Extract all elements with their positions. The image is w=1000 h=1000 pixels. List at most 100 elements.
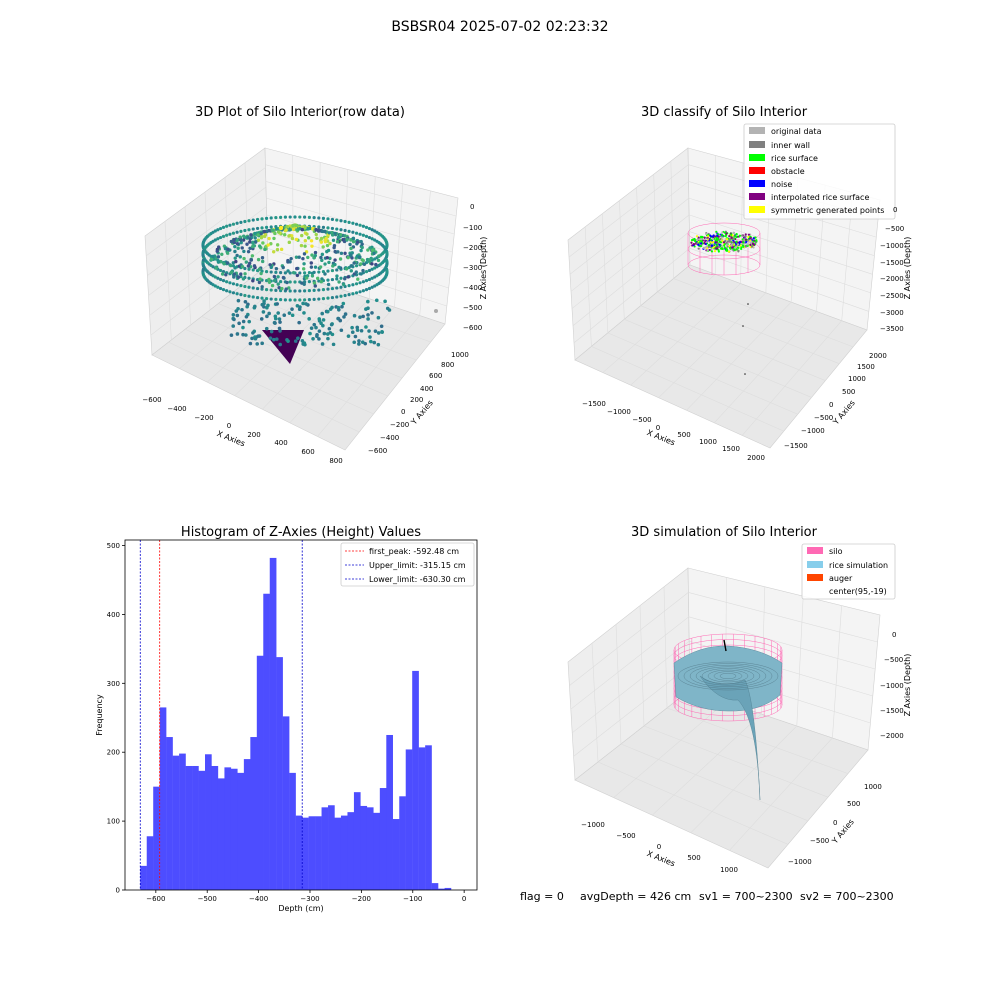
histogram-bar — [179, 753, 186, 890]
raw-point — [225, 233, 229, 237]
raw-point — [331, 342, 336, 347]
raw-point — [372, 340, 377, 345]
raw-point — [307, 298, 311, 302]
raw-point — [250, 244, 255, 249]
raw-point — [283, 233, 287, 237]
raw-point — [326, 278, 330, 282]
raw-point — [354, 222, 359, 226]
raw-point — [257, 280, 262, 285]
classify-point — [749, 236, 752, 240]
raw-point — [242, 234, 246, 238]
raw-point — [243, 284, 247, 289]
classify-point — [736, 243, 740, 246]
raw-point — [312, 322, 317, 327]
raw-point — [255, 277, 260, 282]
histogram-bar — [328, 805, 335, 890]
raw-point — [315, 334, 319, 339]
classify-point — [732, 231, 735, 235]
raw-point — [241, 325, 245, 330]
raw-point — [271, 228, 275, 232]
raw-point — [376, 315, 381, 320]
raw-point — [272, 236, 276, 241]
raw-point — [317, 225, 321, 229]
histogram-legend-box — [340, 542, 475, 587]
legend-label: symmetric generated points — [771, 206, 884, 215]
raw-point — [248, 240, 252, 244]
rice-surface-gridlines — [677, 661, 779, 691]
raw-point — [245, 304, 249, 309]
rice-surface-top — [673, 645, 783, 712]
raw-ztick: −600 — [463, 324, 482, 332]
raw-point — [364, 225, 369, 229]
raw-point — [330, 233, 335, 237]
histogram-xtick-label: −500 — [198, 895, 217, 903]
raw-point — [243, 299, 248, 304]
raw-point — [364, 325, 368, 329]
classify-point — [754, 241, 757, 244]
raw-point — [259, 231, 263, 236]
raw-point — [314, 228, 318, 232]
raw-point — [274, 227, 279, 231]
raw-point — [232, 272, 237, 276]
raw-xtick: 200 — [247, 431, 260, 439]
classify-point — [742, 325, 744, 327]
classify-xtick: −500 — [632, 416, 651, 424]
raw-point — [348, 242, 352, 247]
raw-point — [259, 317, 264, 321]
histogram-bar — [198, 770, 206, 890]
raw-point — [300, 227, 305, 232]
raw-point — [258, 277, 262, 281]
raw-point — [234, 309, 239, 313]
raw-point — [218, 226, 223, 231]
histogram-bar — [353, 792, 361, 890]
raw-point — [221, 288, 226, 292]
raw-point — [311, 336, 315, 341]
raw-point — [343, 251, 347, 256]
raw-point — [367, 226, 372, 231]
raw-point — [335, 295, 339, 299]
legend-label-upper-limit: Upper_limit: -315.15 cm — [369, 561, 466, 570]
raw-xtick: 400 — [274, 439, 287, 447]
raw-point — [269, 242, 273, 246]
raw-point — [272, 278, 277, 283]
raw-point — [290, 313, 295, 318]
histogram-ytick-label: 0 — [116, 887, 120, 895]
raw-point — [225, 280, 229, 284]
raw-point — [345, 237, 349, 242]
histogram-bar — [321, 807, 329, 890]
raw-point — [221, 279, 226, 283]
raw-point — [326, 282, 331, 287]
raw-point — [330, 217, 335, 222]
grid-line — [394, 183, 404, 308]
raw-point — [323, 272, 327, 276]
classify-y-axis-label: Y Axies — [831, 398, 857, 427]
legend-label: noise — [771, 180, 792, 189]
raw-point — [235, 230, 239, 234]
histogram-bar — [140, 865, 147, 890]
raw-point — [253, 240, 258, 244]
raw-point — [279, 298, 283, 302]
classify-ztick: −1000 — [880, 242, 904, 250]
raw-point — [216, 255, 221, 259]
histogram-bar — [211, 765, 219, 890]
raw-xtick: −400 — [167, 405, 186, 413]
raw-point — [229, 333, 234, 337]
raw-point — [241, 332, 245, 337]
raw-point — [303, 239, 308, 243]
raw-point — [351, 283, 355, 287]
raw-point — [342, 237, 347, 242]
raw-point — [286, 339, 290, 343]
classify-point — [754, 236, 757, 239]
raw-point — [239, 220, 243, 224]
histogram-bar — [243, 759, 251, 890]
raw-point — [329, 322, 334, 327]
raw-point — [370, 237, 374, 241]
classify-ztick: −3000 — [880, 309, 904, 317]
histogram-bar — [315, 816, 322, 890]
raw-point — [358, 281, 362, 285]
raw-point — [239, 240, 243, 245]
histogram-bar — [217, 778, 225, 890]
raw-point — [364, 279, 369, 283]
raw-point — [357, 339, 361, 343]
classify-point — [707, 244, 710, 247]
